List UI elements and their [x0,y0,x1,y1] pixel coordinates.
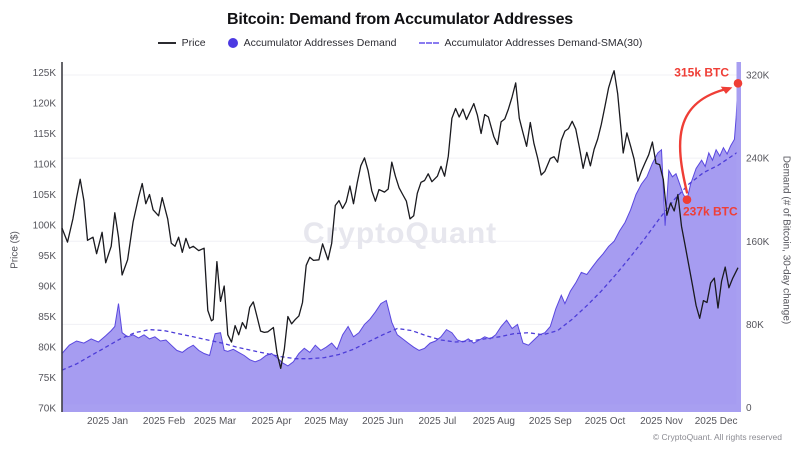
bottom-axis-line [62,404,741,412]
price-axis-tick: 85K [38,312,56,323]
month-tick-label: 2025 Aug [473,416,515,427]
month-tick-label: 2025 Sep [529,416,572,427]
legend: Price Accumulator Addresses Demand Accum… [0,37,800,49]
legend-label-demand-sma: Accumulator Addresses Demand-SMA(30) [444,37,643,49]
price-axis-tick: 120K [33,99,57,110]
watermark-text: CryptoQuant [303,217,497,250]
legend-item-price[interactable]: Price [157,37,206,49]
price-axis-tick: 125K [33,68,57,79]
price-axis-tick: 100K [33,221,57,232]
right-axis-line [736,62,741,412]
demand-sma-line [61,151,739,371]
demand-axis-tick: 240K [746,154,770,165]
month-tick-label: 2025 Jan [87,416,128,427]
price-axis-tick: 95K [38,251,56,262]
demand-area [62,80,738,408]
price-axis-tick: 105K [33,190,57,201]
legend-label-price: Price [181,37,206,49]
price-axis-tick: 115K [33,129,56,140]
demand-axis-tick: 160K [746,237,770,248]
month-tick-label: 2025 Mar [194,416,237,427]
demand-area-edge [61,80,739,367]
left-axis-line [61,62,63,412]
month-tick-label: 2025 Oct [585,416,626,427]
sma-dash-swatch-icon [418,42,439,44]
annotation-dot [733,79,743,88]
month-tick-label: 2025 Nov [640,416,683,427]
legend-item-demand-sma[interactable]: Accumulator Addresses Demand-SMA(30) [418,37,643,49]
demand-dot-swatch-icon [227,38,238,48]
month-tick-label: 2025 Jul [418,416,456,427]
price-axis-tick: 70K [38,404,56,415]
annotation-label: 237k BTC [683,205,738,219]
price-axis-tick: 80K [38,343,56,354]
copyright-note: © CryptoQuant. All rights reserved [652,432,782,442]
price-axis-tick: 110K [33,160,56,171]
legend-label-demand: Accumulator Addresses Demand [243,37,397,49]
price-axis-tick: 90K [38,282,56,293]
month-tick-label: 2025 Feb [143,416,186,427]
month-tick-label: 2025 May [304,416,348,427]
demand-axis-tick: 0 [746,403,752,414]
month-tick-label: 2025 Jun [362,416,403,427]
month-tick-label: 2025 Dec [695,416,738,427]
trend-arrow [678,87,731,194]
price-line-swatch-icon [157,42,176,44]
demand-axis-tick: 80K [746,320,764,331]
chart-title: Bitcoin: Demand from Accumulator Address… [226,11,574,28]
month-tick-label: 2025 Apr [252,416,293,427]
trend-arrow-head [720,86,733,94]
demand-axis-tick: 320K [746,71,770,82]
legend-item-demand[interactable]: Accumulator Addresses Demand [227,37,397,49]
price-axis-tick: 75K [38,373,56,384]
annotation-label: 315k BTC [674,65,729,79]
annotation-dot [682,195,692,204]
price-line [61,70,739,370]
